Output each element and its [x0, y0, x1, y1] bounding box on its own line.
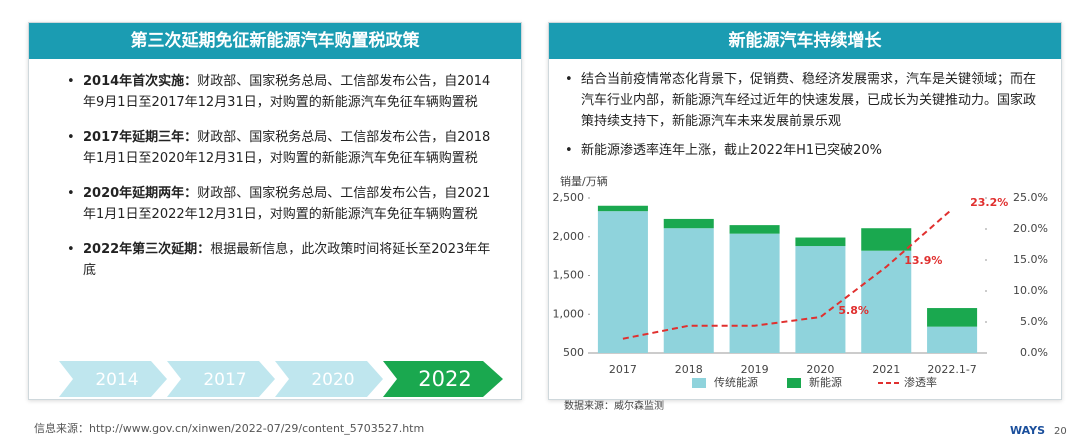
y2-tick-label: 0.0%	[1020, 346, 1048, 359]
footer-source: 信息来源：http://www.gov.cn/xinwen/2022-07/29…	[34, 422, 425, 435]
y2-tick-label: 10.0%	[1013, 284, 1048, 297]
timeline-label: 2017	[203, 370, 246, 390]
timeline-arrow	[275, 361, 383, 397]
bullet-body: 新能源渗透率连年上涨，截止2022年H1已突破20%	[581, 143, 883, 158]
panel-title: 第三次延期免征新能源汽车购置税政策	[29, 23, 521, 59]
bar-segment	[729, 225, 780, 234]
bullet-body: 财政部、国家税务总局、工信部发布公告，自2014年9月1日至2017年12月31…	[83, 74, 491, 110]
bullet-body: 财政部、国家税务总局、工信部发布公告，自2018年1月1日至2020年12月31…	[83, 130, 491, 166]
bullet: 2022年第三次延期：根据最新信息，此次政策时间将延长至2023年年底	[65, 239, 497, 281]
x-tick-label: 2018	[675, 363, 703, 376]
legend-swatch	[787, 378, 801, 388]
data-label: 23.2%	[970, 196, 1008, 209]
bullet: 2014年首次实施：财政部、国家税务总局、工信部发布公告，自2014年9月1日至…	[65, 71, 497, 113]
x-tick-label: 2020	[806, 363, 834, 376]
legend-label: 传统能源	[714, 375, 758, 389]
legend-label: 新能源	[809, 375, 842, 389]
timeline-arrow	[167, 361, 275, 397]
y2-tick-label: 25.0%	[1013, 191, 1048, 204]
bullet: 新能源渗透率连年上涨，截止2022年H1已突破20%	[563, 140, 1047, 161]
line-series	[622, 208, 953, 340]
bar-segment	[597, 211, 648, 353]
x-tick-label: 2021	[872, 363, 900, 376]
bullet: 2017年延期三年：财政部、国家税务总局、工信部发布公告，自2018年1月1日至…	[65, 127, 497, 169]
y2-tick-label: 5.0%	[1020, 315, 1048, 328]
timeline-arrow-active	[383, 361, 503, 397]
chart-source: 数据来源：威尔森监测	[564, 399, 664, 412]
legend-label: 渗透率	[904, 375, 937, 389]
bullet: 结合当前疫情常态化背景下，促销费、稳经济发展需求，汽车是关键领域；而在汽车行业内…	[563, 69, 1047, 132]
bar-segment	[663, 228, 714, 353]
y-tick-label: 2,000	[553, 230, 585, 243]
bullet-body: 结合当前疫情常态化背景下，促销费、稳经济发展需求，汽车是关键领域；而在汽车行业内…	[581, 72, 1037, 129]
timeline-arrow	[59, 361, 167, 397]
bar-segment	[795, 237, 846, 247]
y2-tick-label: 20.0%	[1013, 222, 1048, 235]
chart: 销量/万辆 数据来源：威尔森监测 500 1,000 1,500 2,000 2,500…	[553, 174, 1049, 412]
bullet-head: 2017年延期三年：	[83, 130, 198, 145]
x-tick-label: 2019	[741, 363, 769, 376]
y-tick-label: 2,500	[553, 191, 585, 204]
timeline-label: 2020	[311, 370, 354, 390]
panel-title: 新能源汽车持续增长	[549, 23, 1061, 59]
y-tick-label: 1,500	[553, 269, 585, 282]
bullet-head: 2020年延期两年：	[83, 186, 198, 201]
bar-segment	[927, 308, 978, 327]
bullet-body: 财政部、国家税务总局、工信部发布公告，自2021年1月1日至2022年12月31…	[83, 186, 491, 222]
bar-segment	[795, 246, 846, 353]
page-number: 20	[1054, 426, 1067, 437]
bullet: 2020年延期两年：财政部、国家税务总局、工信部发布公告，自2021年1月1日至…	[65, 183, 497, 225]
bullet-head: 2014年首次实施：	[83, 74, 198, 89]
timeline-label: 2014	[95, 370, 138, 390]
y-tick-label: 500	[563, 346, 584, 359]
x-tick-label: 2022.1-7	[927, 363, 976, 376]
bar-segment	[861, 228, 912, 251]
timeline: 2014 2017 2020 2022	[59, 361, 503, 397]
data-label: 5.8%	[838, 304, 869, 317]
y2-tick-label: 15.0%	[1013, 253, 1048, 266]
y-axis-title: 销量/万辆	[560, 174, 608, 188]
legend-swatch	[692, 378, 706, 388]
timeline-label: 2022	[418, 367, 471, 391]
left-panel: 第三次延期免征新能源汽车购置税政策 2014年首次实施：财政部、国家税务总局、工…	[28, 22, 522, 400]
y-tick-label: 1,000	[553, 307, 585, 320]
data-label: 13.9%	[904, 254, 942, 267]
bar-segment	[927, 326, 978, 353]
logo: WAYS	[1010, 424, 1045, 437]
bar-segment	[597, 205, 648, 212]
x-tick-label: 2017	[609, 363, 637, 376]
bullet-list: 结合当前疫情常态化背景下，促销费、稳经济发展需求，汽车是关键领域；而在汽车行业内…	[549, 59, 1061, 161]
bullet-head: 2022年第三次延期：	[83, 242, 211, 257]
bar-segment	[729, 233, 780, 353]
bullet-body: 根据最新信息，此次政策时间将延长至2023年年底	[83, 242, 491, 278]
bullet-list: 2014年首次实施：财政部、国家税务总局、工信部发布公告，自2014年9月1日至…	[29, 59, 521, 281]
bar-segment	[663, 218, 714, 229]
